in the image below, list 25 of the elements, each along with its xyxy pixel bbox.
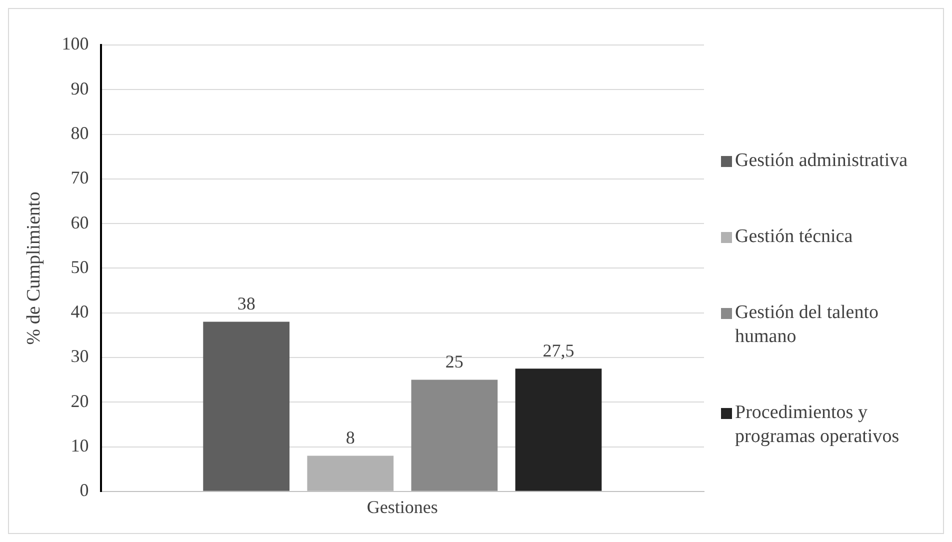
bar [411,380,498,491]
y-tick-label: 80 [70,123,89,144]
bar [203,322,290,491]
y-axis-title: % de Cumplimiento [23,192,44,345]
y-tick-label: 40 [70,302,89,322]
y-tick-label: 30 [70,346,89,366]
legend-label: Gestión administrativa [735,149,908,173]
y-tick-label: 20 [70,390,89,411]
legend-label: Procedimientos y programas operativos [735,401,900,449]
data-label: 25 [445,352,464,372]
bar [307,456,394,491]
y-tick-label: 0 [80,480,89,500]
legend-label: Gestión del talento humano [735,301,880,349]
data-label: 8 [346,427,355,448]
bar [515,368,602,491]
y-tick-label: 50 [70,256,89,277]
data-label: 38 [237,294,256,314]
y-tick-label: 90 [70,78,89,98]
y-tick-label: 60 [70,212,89,232]
data-label: 27,5 [542,340,574,360]
x-tick-label: Gestiones [366,496,438,517]
y-tick-label: 100 [62,34,89,54]
y-tick-label: 70 [70,168,89,188]
legend-label: Gestión técnica [735,225,853,249]
y-tick-label: 10 [70,435,89,456]
